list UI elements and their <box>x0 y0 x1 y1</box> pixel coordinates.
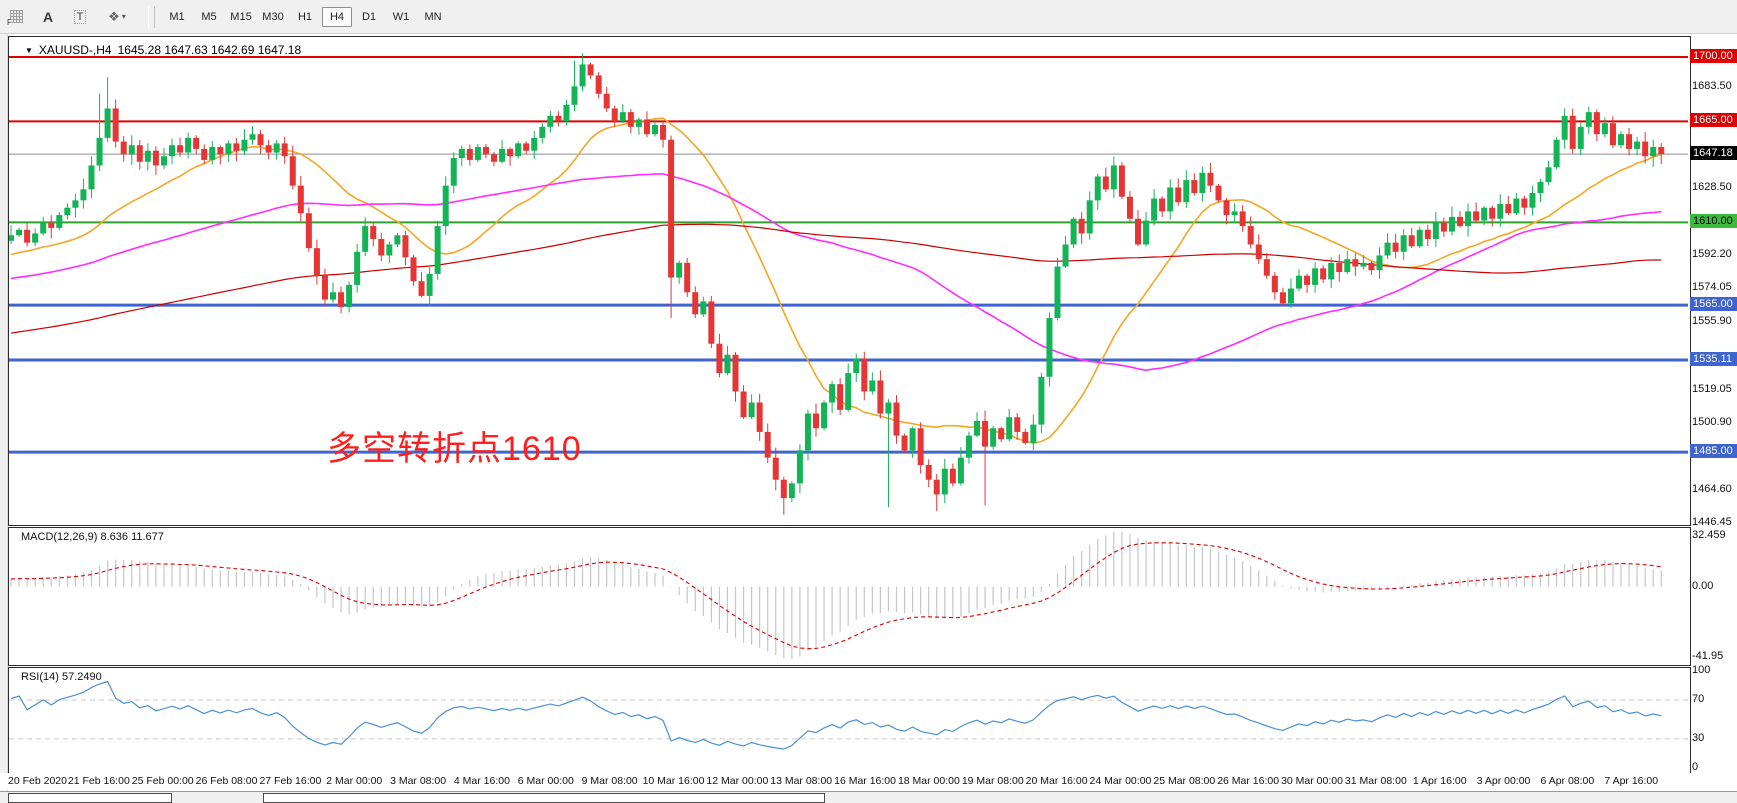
date-axis-label: 26 Mar 16:00 <box>1217 775 1280 787</box>
timeframe-button-group: M1 M5 M15 M30 H1 H4 D1 W1 MN <box>161 6 449 27</box>
price-axis-label: 1500.90 <box>1692 415 1732 428</box>
price-axis-label: 1628.50 <box>1692 181 1732 194</box>
timeframe-button-m30[interactable]: M30 <box>262 10 284 23</box>
date-axis-label: 30 Mar 00:00 <box>1281 775 1343 787</box>
price-axis-badge: 1647.18 <box>1690 146 1737 161</box>
date-axis-label: 31 Mar 08:00 <box>1344 775 1407 787</box>
macd-label: MACD(12,26,9) 8.636 11.677 <box>21 531 164 543</box>
chart-grid-icon[interactable]: F <box>3 5 29 29</box>
rsi-value: 57.2490 <box>61 671 102 683</box>
date-axis-label: 6 Apr 08:00 <box>1540 775 1595 787</box>
price-axis-label: 1555.90 <box>1692 314 1732 327</box>
date-axis-label: 19 Mar 08:00 <box>961 775 1024 787</box>
date-axis-label: 26 Feb 08:00 <box>195 775 258 787</box>
price-axis-label: 30 <box>1692 731 1705 744</box>
rsi-label: RSI(14) 57.2490 <box>21 671 102 683</box>
date-axis-label: 10 Mar 16:00 <box>642 775 705 787</box>
chart-text-annotation: 多空转折点1610 <box>327 430 582 468</box>
timeframe-button-mn[interactable]: MN <box>424 10 442 23</box>
objects-tool-icon[interactable]: ❖ ▾ <box>108 8 126 24</box>
cursor-tool-icon[interactable]: A <box>42 8 54 25</box>
date-axis-label: 3 Mar 08:00 <box>390 775 447 787</box>
toolbar-separator <box>148 5 155 28</box>
date-axis-label: 2 Mar 00:00 <box>326 775 383 787</box>
price-axis-label: 1446.45 <box>1692 515 1732 528</box>
grid-glyph-icon <box>9 10 23 23</box>
price-axis-label: -41.95 <box>1692 650 1724 662</box>
price-axis-label: 70 <box>1692 693 1705 706</box>
ohlc-values: 1645.28 1647.63 1642.69 1647.18 <box>117 43 302 57</box>
rsi-chart-canvas[interactable] <box>9 668 1688 771</box>
date-axis-label: 16 Mar 16:00 <box>834 775 896 787</box>
date-axis-label: 20 Feb 2020 <box>8 775 67 787</box>
price-axis-badge: 1610.00 <box>1690 214 1737 229</box>
price-axis-label: 100 <box>1692 664 1711 676</box>
price-axis-badge: 1700.00 <box>1690 49 1737 63</box>
price-chart-canvas[interactable] <box>9 37 1688 523</box>
timeframe-button-h4[interactable]: H4 <box>322 6 352 27</box>
date-axis-label: 1 Apr 16:00 <box>1412 775 1467 787</box>
rsi-pane: RSI(14) 57.2490 <box>8 667 1691 774</box>
symbol-caret-icon[interactable]: ▼ <box>25 45 33 55</box>
date-axis-label: 27 Feb 16:00 <box>259 775 322 787</box>
macd-chart-canvas[interactable] <box>9 528 1688 663</box>
macd-values: 8.636 11.677 <box>100 531 164 543</box>
bottom-tab-strip <box>0 791 1737 803</box>
grid-f-label: F <box>7 17 12 27</box>
price-axis-badge: 1565.00 <box>1690 297 1737 312</box>
price-axis-label: 32.459 <box>1692 529 1726 541</box>
price-axis-badge: 1535.11 <box>1690 352 1737 367</box>
timeframe-button-m5[interactable]: M5 <box>201 10 217 23</box>
price-axis-label: 0.00 <box>1692 579 1714 592</box>
date-axis-label: 6 Mar 00:00 <box>517 775 574 787</box>
date-axis-label: 4 Mar 16:00 <box>453 775 510 787</box>
price-axis-label: 1519.05 <box>1692 382 1732 395</box>
timeframe-button-h1[interactable]: H1 <box>297 10 313 23</box>
date-axis-label: 20 Mar 16:00 <box>1025 775 1088 787</box>
date-axis-label: 25 Mar 08:00 <box>1153 775 1216 787</box>
price-axis-label: 0 <box>1692 761 1699 773</box>
timeframe-button-m1[interactable]: M1 <box>169 10 185 23</box>
macd-pane: MACD(12,26,9) 8.636 11.677 <box>8 527 1691 666</box>
date-axis-label: 24 Mar 00:00 <box>1089 775 1152 787</box>
date-axis-label: 3 Apr 00:00 <box>1476 775 1531 787</box>
date-axis-label: 9 Mar 08:00 <box>581 775 638 787</box>
price-axis-badge: 1485.00 <box>1690 444 1737 459</box>
date-axis-label: 13 Mar 08:00 <box>770 775 833 787</box>
timeframe-button-w1[interactable]: W1 <box>392 10 410 23</box>
date-axis-label: 7 Apr 16:00 <box>1604 775 1659 787</box>
symbol-timeframe-label: XAUUSD-,H4 <box>38 43 112 57</box>
price-axis-label: 1464.60 <box>1692 482 1732 495</box>
date-axis-label: 25 Feb 00:00 <box>131 775 194 787</box>
price-axis-label: 1574.05 <box>1692 281 1732 294</box>
date-axis-label: 21 Feb 16:00 <box>67 775 130 787</box>
date-axis-label: 12 Mar 00:00 <box>706 775 769 787</box>
price-axis-badge: 1665.00 <box>1690 113 1737 128</box>
top-toolbar: F A T ❖ ▾ M1 M5 M15 M30 H1 H4 D1 W1 MN <box>0 0 1737 34</box>
left-gutter <box>0 34 8 795</box>
timeframe-button-m15[interactable]: M15 <box>230 10 252 23</box>
date-axis: 20 Feb 2020 21 Feb 16:00 25 Feb 00:00 26 Fe… <box>0 773 1737 790</box>
timeframe-button-d1[interactable]: D1 <box>361 10 377 23</box>
price-axis-label: 1683.50 <box>1692 80 1732 93</box>
chart-window: ▼ XAUUSD-,H4 1645.28 1647.63 1642.69 164… <box>0 34 1737 803</box>
dropdown-caret-icon: ▾ <box>121 12 126 21</box>
price-pane: ▼ XAUUSD-,H4 1645.28 1647.63 1642.69 164… <box>8 36 1691 526</box>
price-axis-label: 1592.20 <box>1692 248 1732 261</box>
chart-title: ▼ XAUUSD-,H4 1645.28 1647.63 1642.69 164… <box>25 43 301 57</box>
text-tool-icon[interactable]: T <box>67 5 93 29</box>
date-axis-label: 18 Mar 00:00 <box>897 775 960 787</box>
